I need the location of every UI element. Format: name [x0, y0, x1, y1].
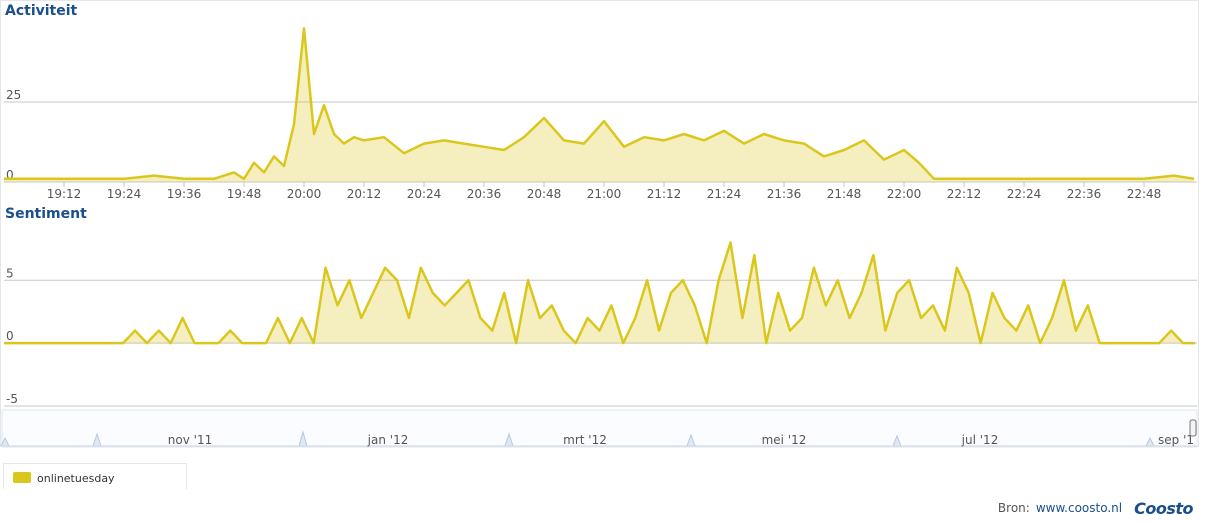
activity-x-tick-label: 22:36 [1067, 187, 1102, 201]
source-link[interactable]: www.coosto.nl [1035, 501, 1123, 515]
activity-x-tick-label: 20:12 [347, 187, 382, 201]
navigator-spike [686, 433, 696, 447]
activity-x-tick-label: 20:24 [407, 187, 442, 201]
activity-x-tick-label: 20:36 [467, 187, 502, 201]
chart-svg: 0 25 -5 0 5 19:12 19:24 19:36 19:48 20:00 20:12 20… [0, 27, 1198, 448]
activity-x-tick-label: 21:24 [707, 187, 742, 201]
activity-y-tick-label: 25 [6, 88, 21, 102]
navigator-background [1, 409, 1198, 448]
legend-swatch [13, 472, 31, 483]
activity-x-tick-label: 20:00 [287, 187, 322, 201]
activity-x-tick-label: 21:36 [767, 187, 802, 201]
navigator-label: mrt '12 [563, 433, 607, 447]
navigator-label: sep '1 [1158, 433, 1194, 447]
sentiment-title: Sentiment [5, 206, 87, 222]
activity-x-tick-label: 22:00 [887, 187, 922, 201]
sentiment-line [4, 241, 1195, 345]
navigator-spike [92, 432, 102, 447]
activity-x-tick-label: 20:48 [527, 187, 562, 201]
time-navigator[interactable]: nov '11 jan '12 mrt '12 mei '12 jul '12 sep '… [0, 409, 1198, 448]
sentiment-chart [4, 241, 1195, 345]
activity-x-tick-label: 22:48 [1127, 187, 1162, 201]
source-attribution: Bron: www.coosto.nl Coosto [997, 497, 1194, 519]
legend[interactable]: onlinetuesday [3, 463, 187, 489]
activity-x-tick-label: 19:12 [47, 187, 82, 201]
activity-y-tick-label: 0 [6, 168, 14, 182]
activity-x-tick-label: 22:12 [947, 187, 982, 201]
activity-chart [4, 27, 1195, 183]
activity-area [4, 28, 1194, 183]
navigator-spike [504, 432, 514, 447]
navigator-label: nov '11 [168, 433, 212, 447]
activity-x-tick-label: 21:48 [827, 187, 862, 201]
activity-x-tick-label: 19:48 [227, 187, 262, 201]
activity-x-tick-label: 21:12 [647, 187, 682, 201]
navigator-label: mei '12 [762, 433, 807, 447]
activity-x-tick-label: 22:24 [1007, 187, 1042, 201]
sentiment-y-tick-label: 5 [6, 266, 14, 280]
navigator-spike [298, 430, 308, 447]
activity-x-tick-label: 21:00 [587, 187, 622, 201]
navigator-spike [892, 434, 902, 447]
activity-x-tick-label: 19:36 [167, 187, 202, 201]
sentiment-y-tick-label: 0 [6, 329, 14, 343]
coosto-logo[interactable]: Coosto [1134, 498, 1193, 518]
activity-x-axis: 19:12 19:24 19:36 19:48 20:00 20:12 20:24 20:36… [47, 182, 1162, 201]
navigator-label: jul '12 [961, 433, 999, 447]
navigator-spike [0, 436, 10, 447]
activity-line [4, 27, 1195, 181]
activity-title: Activiteit [5, 3, 78, 19]
navigator-label: jan '12 [367, 433, 409, 447]
activity-x-tick-label: 19:24 [107, 187, 142, 201]
navigator-handle[interactable] [1189, 419, 1197, 437]
sentiment-y-tick-label: -5 [6, 392, 18, 406]
legend-label: onlinetuesday [37, 472, 115, 485]
source-label: Bron: [997, 501, 1030, 515]
navigator-spike [1145, 436, 1155, 447]
